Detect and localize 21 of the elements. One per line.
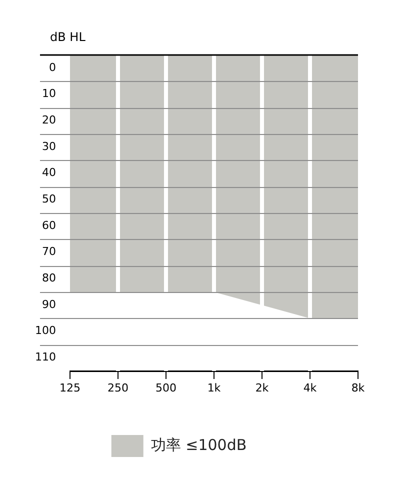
x-tick-label: 1k bbox=[207, 381, 222, 394]
y-tick-label: 30 bbox=[42, 140, 56, 153]
x-tick-label: 125 bbox=[60, 381, 80, 394]
legend-label: 功率 ≤100dB bbox=[150, 436, 247, 454]
x-tick-label: 250 bbox=[108, 381, 128, 394]
y-tick-label: 10 bbox=[42, 87, 56, 100]
y-tick-label: 70 bbox=[42, 245, 56, 258]
x-tick-label: 8k bbox=[351, 381, 366, 394]
y-tick-label: 110 bbox=[35, 350, 56, 364]
y-tick-label: 20 bbox=[42, 114, 56, 127]
y-tick-label: 0 bbox=[49, 60, 56, 74]
y-tick-label: 40 bbox=[42, 166, 56, 180]
y-tick-label: 80 bbox=[42, 272, 56, 285]
y-tick-label: 90 bbox=[42, 298, 56, 311]
y-tick-label: 100 bbox=[35, 324, 56, 338]
y-tick-label: 60 bbox=[42, 218, 56, 232]
x-tick-label: 4k bbox=[303, 381, 318, 394]
x-tick-label: 500 bbox=[156, 381, 176, 394]
x-tick-label: 2k bbox=[255, 381, 270, 394]
y-axis-title: dB HL bbox=[50, 30, 86, 44]
y-tick-label: 50 bbox=[42, 192, 56, 206]
